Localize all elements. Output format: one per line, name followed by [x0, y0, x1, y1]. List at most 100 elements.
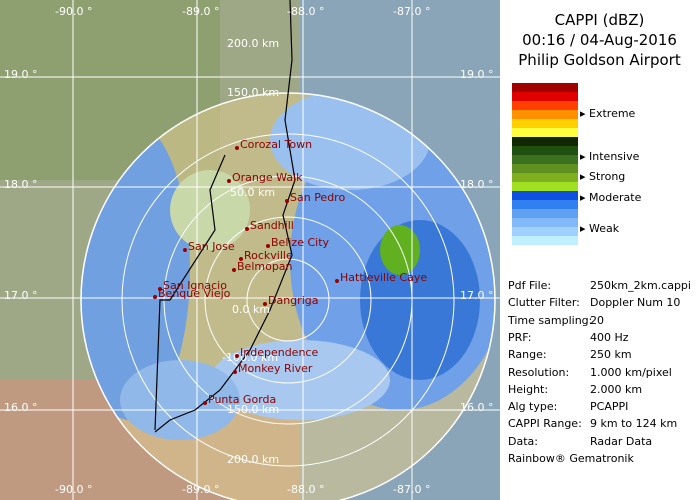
coastline: [154, 0, 296, 433]
info-row: Time sampling: 20: [508, 313, 604, 327]
longitude-label: -87.0 °: [393, 5, 430, 18]
place-dot: [183, 248, 187, 252]
info-value: 250 km: [590, 348, 632, 362]
info-value: 400 Hz: [590, 330, 629, 344]
footer: Rainbow® Gematronik: [508, 452, 634, 465]
place-dot: [245, 227, 249, 231]
place-label: San Pedro: [290, 191, 345, 204]
range-label: 200.0 km: [227, 37, 279, 50]
info-value: 1.000 km/pixel: [590, 365, 672, 379]
place-label: San Jose: [188, 240, 235, 253]
info-row: Alg type: PCAPPI: [508, 400, 628, 414]
range-label: 200.0 km: [227, 453, 279, 466]
latitude-label: 18.0 °: [460, 178, 494, 191]
legend-swatch: [512, 92, 578, 101]
panel-site: Philip Goldson Airport: [518, 51, 681, 69]
info-key: Alg type:: [508, 400, 558, 414]
info-key: Clutter Filter:: [508, 296, 580, 310]
info-row: Resolution: 1.000 km/pixel: [508, 365, 672, 379]
info-value: Radar Data: [590, 434, 653, 448]
range-label: 0.0 km: [232, 303, 270, 316]
longitude-label: -90.0 °: [55, 483, 92, 496]
place-dot: [263, 302, 267, 306]
place-dot: [335, 279, 339, 283]
place-dot: [227, 179, 231, 183]
range-label: 50.0 km: [230, 186, 275, 199]
legend-swatch: [512, 200, 578, 209]
legend-swatch: [512, 182, 578, 191]
radar-map: -90.0 ° -90.0 ° -89.0 ° -89.0 ° -88.0 ° -88.0…: [0, 0, 500, 500]
info-key: Pdf File:: [508, 279, 552, 292]
legend-label: ▸ Strong: [580, 170, 626, 183]
panel-time: 00:16 / 04-Aug-2016: [522, 31, 677, 49]
info-value: 250km_2km.cappi: [590, 279, 691, 292]
place-dot: [266, 244, 270, 248]
legend-label: ▸ Intensive: [580, 150, 640, 163]
border: [154, 154, 226, 431]
info-key: CAPPI Range:: [508, 417, 582, 431]
place-label: Orange Walk: [232, 171, 303, 184]
place-dot: [153, 295, 157, 299]
range-rings: [0, 0, 500, 500]
place-label: Benque Viejo: [158, 287, 231, 300]
legend-swatch: [512, 119, 578, 128]
range-label: 150.0 km: [227, 86, 279, 99]
place-dot: [285, 199, 289, 203]
legend-swatch: [512, 146, 578, 155]
place-label: Punta Gorda: [208, 393, 276, 406]
place-label: Belmopan: [237, 260, 293, 273]
place-dot: [203, 401, 207, 405]
place-label: Monkey River: [238, 362, 313, 375]
panel-title: CAPPI (dBZ): [554, 11, 645, 29]
place-label: Rockville: [244, 249, 293, 262]
place-label: Belize City: [271, 236, 330, 249]
legend-label: ▸ Extreme: [580, 107, 636, 120]
latitude-label: 19.0 °: [4, 68, 38, 81]
info-key: Resolution:: [508, 365, 570, 379]
latitude-label: 16.0 °: [460, 401, 494, 414]
range-label: 150.0 km: [227, 403, 279, 416]
legend-swatch: [512, 227, 578, 236]
info-row: PRF: 400 Hz: [508, 330, 629, 344]
place-dot: [233, 370, 237, 374]
info-row: Pdf File: 250km_2km.cappi: [508, 279, 691, 292]
latitude-label: 19.0 °: [460, 68, 494, 81]
legend-swatch: [512, 218, 578, 227]
info-value: 20: [590, 313, 604, 327]
info-key: Range:: [508, 348, 547, 362]
place-dot: [158, 287, 162, 291]
info-key: Data:: [508, 434, 538, 448]
place-label: Independence: [240, 346, 318, 359]
info-value: 2.000 km: [590, 382, 643, 396]
legend-swatch: [512, 137, 578, 146]
range-label: -100.0 km: [222, 351, 278, 364]
legend-swatch: [512, 164, 578, 173]
info-value: PCAPPI: [590, 400, 629, 414]
place-label: Dangriga: [268, 294, 318, 307]
legend-swatch: [512, 155, 578, 164]
place-label: Corozal Town: [240, 138, 312, 151]
longitude-label: -89.0 °: [182, 483, 219, 496]
info-value: 9 km to 124 km: [590, 417, 678, 431]
info-key: Time sampling:: [508, 313, 593, 327]
latitude-label: 18.0 °: [4, 178, 38, 191]
legend-swatch: [512, 128, 578, 137]
longitude-label: -88.0 °: [287, 5, 324, 18]
info-row: CAPPI Range: 9 km to 124 km: [508, 417, 677, 431]
place-label: San Ignacio: [163, 279, 227, 292]
legend-swatch: [512, 209, 578, 218]
place-dot: [235, 146, 239, 150]
info-row: Height: 2.000 km: [508, 383, 642, 396]
info-row: Range: 250 km: [508, 348, 632, 362]
legend-swatch: [512, 191, 578, 200]
legend-label: ▸ Moderate: [580, 191, 642, 204]
place-dot: [232, 268, 236, 272]
latitude-label: 17.0 °: [460, 289, 494, 302]
legend-swatch: [512, 101, 578, 110]
legend-swatch: [512, 83, 578, 92]
info-key: PRF:: [508, 330, 532, 344]
longitude-label: -87.0 °: [393, 483, 430, 496]
longitude-label: -90.0 °: [55, 5, 92, 18]
legend-swatch: [512, 110, 578, 119]
